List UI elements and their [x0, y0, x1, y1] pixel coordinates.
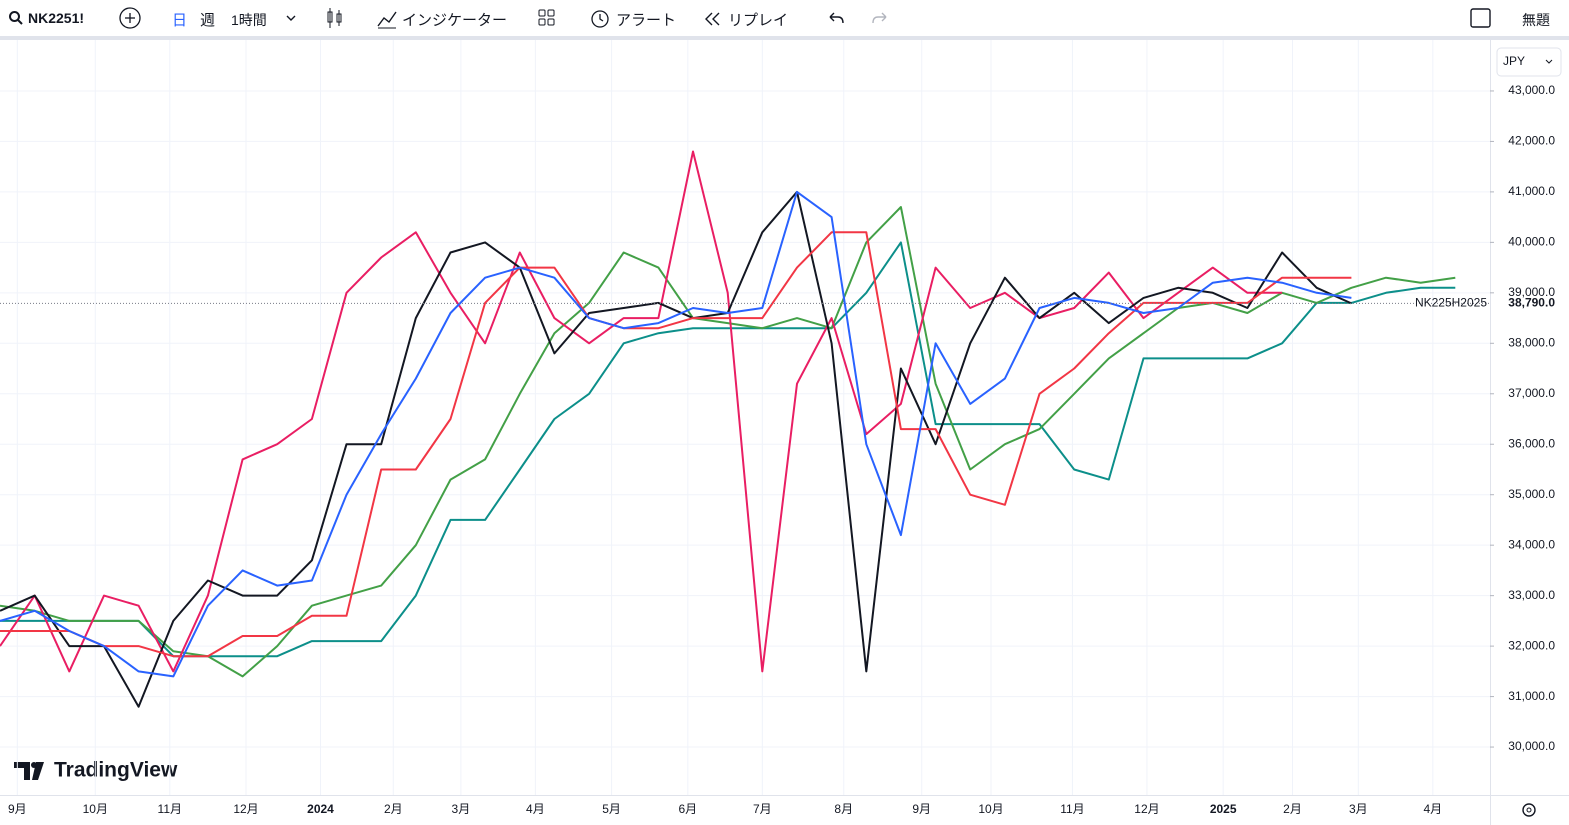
layout-icon[interactable]	[1469, 6, 1493, 30]
redo[interactable]	[870, 9, 890, 29]
y-tick-label: 38,000.0	[1508, 335, 1555, 349]
y-tick-label: 40,000.0	[1508, 235, 1555, 249]
y-tick-label: 30,000.0	[1508, 739, 1555, 753]
y-tick-label: 43,000.0	[1508, 83, 1555, 97]
interval-day[interactable]: 日	[172, 12, 188, 29]
settings-icon[interactable]	[1522, 803, 1536, 817]
x-tick-label: 4月	[526, 802, 545, 816]
y-tick-label: 33,000.0	[1508, 588, 1555, 602]
y-tick-label: 41,000.0	[1508, 184, 1555, 198]
replay-icon[interactable]	[703, 9, 723, 29]
x-tick-label: 11月	[1060, 802, 1084, 816]
x-tick-label: 4月	[1423, 802, 1442, 816]
symbol-label: NK225H2025	[1415, 296, 1487, 310]
x-tick-label: 8月	[834, 802, 853, 816]
x-tick-label: 2024	[307, 802, 334, 816]
x-tick-label: 9月	[912, 802, 931, 816]
x-tick-label: 11月	[158, 802, 182, 816]
y-tick-label: 36,000.0	[1508, 436, 1555, 450]
x-tick-label: 6月	[678, 802, 697, 816]
x-tick-label: 10月	[83, 802, 108, 816]
chart-type-icon[interactable]	[325, 6, 345, 30]
y-tick-label: 35,000.0	[1508, 487, 1555, 501]
undo[interactable]	[826, 9, 846, 29]
x-tick-label: 3月	[452, 802, 471, 816]
toolbar: NK2251! 日 週 1時間 インジケーター アラート リプレイ 無題	[0, 0, 1569, 40]
x-tick-label: 9月	[8, 802, 27, 816]
x-tick-label: 12月	[233, 802, 258, 816]
layout-name[interactable]: 無題	[1522, 12, 1550, 28]
chart-background	[0, 40, 1569, 825]
chart: JPY TradingView 30,000.0 31,000.0 32,000.0…	[0, 40, 1569, 825]
indicator-line	[0, 190, 1352, 678]
x-tick-label: 12月	[1134, 802, 1159, 816]
currency[interactable]: JPY	[1503, 54, 1525, 68]
currency-box[interactable]	[1496, 47, 1562, 77]
logo	[14, 762, 44, 780]
logo-text: TradingView	[54, 759, 178, 782]
templates-icon[interactable]	[537, 8, 557, 28]
indicator-icon[interactable]	[376, 8, 398, 30]
symbol[interactable]: NK2251!	[28, 10, 85, 26]
interval-week[interactable]: 週	[200, 12, 216, 29]
y-tick-label: 31,000.0	[1508, 689, 1555, 703]
indicator-line	[0, 241, 1456, 658]
x-tick-label: 2025	[1210, 802, 1237, 816]
x-tick-label: 3月	[1349, 802, 1368, 816]
alert-icon[interactable]	[588, 6, 612, 30]
y-tick-label: 39,000.0	[1508, 285, 1555, 299]
y-tick-label: 37,000.0	[1508, 386, 1555, 400]
alert-button[interactable]: アラート	[616, 12, 677, 29]
y-tick-label: 42,000.0	[1508, 134, 1555, 148]
interval-hour[interactable]: 1時間	[231, 12, 267, 28]
x-tick-label: 7月	[753, 802, 772, 816]
indicator-line	[0, 150, 1283, 673]
search-icon	[9, 11, 23, 25]
indicator-line	[0, 231, 1352, 658]
y-tick-label: 32,000.0	[1508, 638, 1555, 652]
x-tick-label: 5月	[602, 802, 621, 816]
x-tick-label: 2月	[1283, 802, 1302, 816]
currency-chevron	[1545, 59, 1553, 64]
y-tick-label: 34,000.0	[1508, 537, 1555, 551]
x-tick-label: 10月	[978, 802, 1003, 816]
add-symbol[interactable]	[118, 6, 142, 30]
replay-button[interactable]: リプレイ	[728, 12, 789, 29]
x-tick-label: 2月	[384, 802, 403, 816]
chevron[interactable]	[285, 12, 297, 24]
price-label: 38,790.0	[1508, 296, 1555, 310]
indicators-button[interactable]: インジケーター	[402, 12, 508, 29]
